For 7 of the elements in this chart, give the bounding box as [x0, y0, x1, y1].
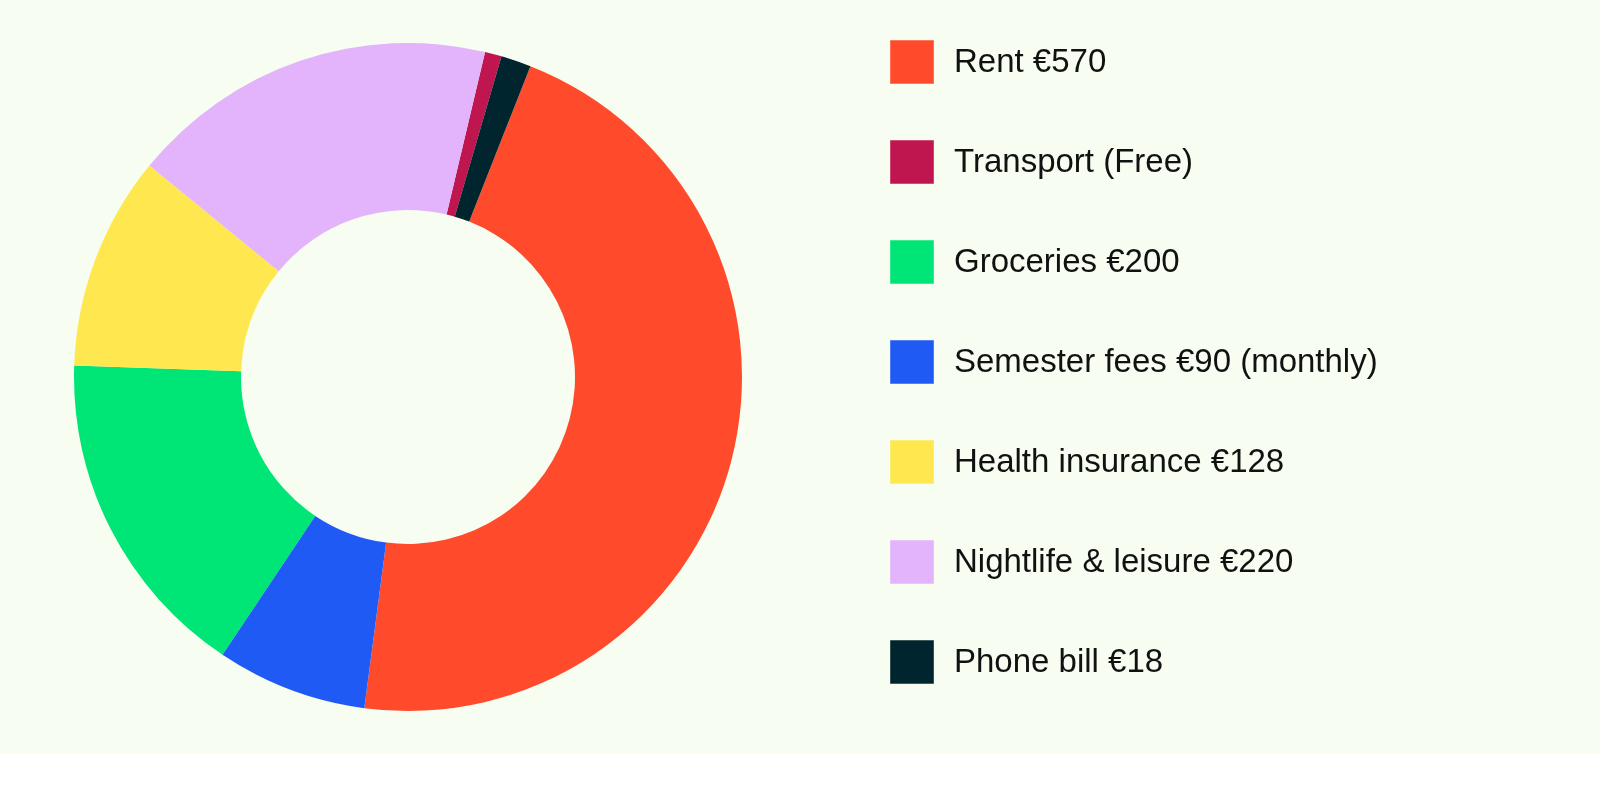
legend-label: Phone bill €18	[954, 642, 1164, 679]
legend-label: Groceries €200	[954, 242, 1180, 279]
legend-label: Health insurance €128	[954, 442, 1285, 479]
legend-label: Nightlife & leisure €220	[954, 542, 1294, 579]
legend-label: Rent €570	[954, 42, 1107, 79]
legend-label: Transport (Free)	[954, 142, 1193, 179]
legend-label: Semester fees €90 (monthly)	[954, 342, 1378, 379]
